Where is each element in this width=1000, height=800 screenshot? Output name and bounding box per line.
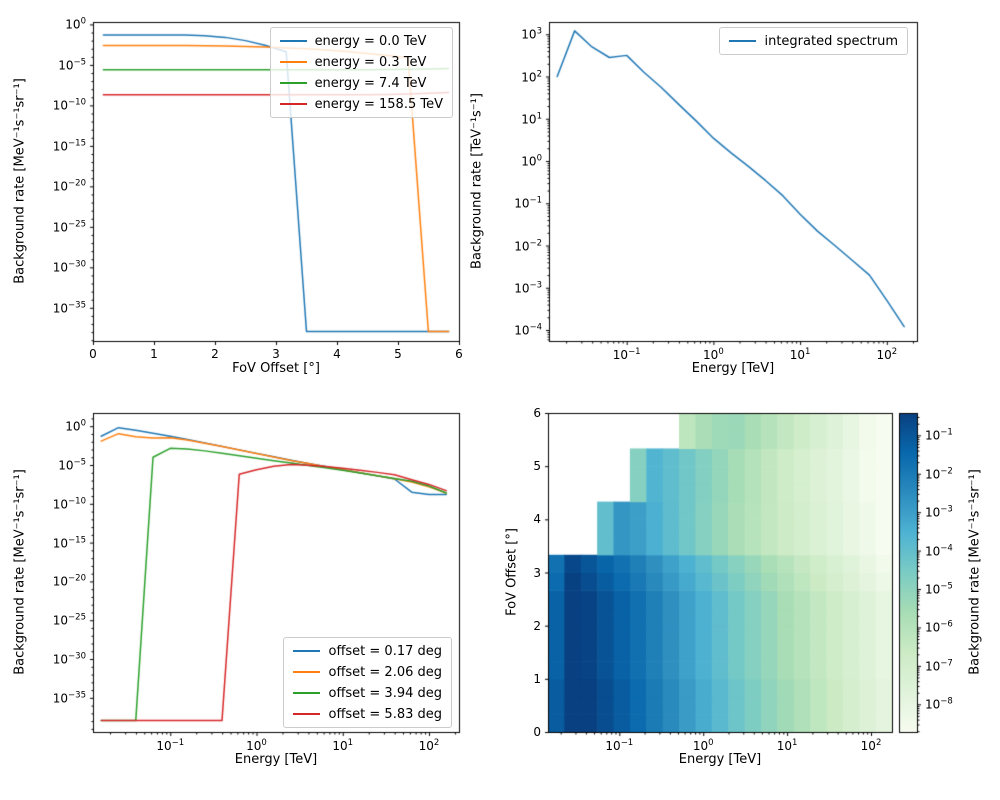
legend-item: integrated spectrum [729,33,898,49]
legend-line-sample [279,61,307,63]
tick-label: 10−15 [52,138,86,154]
tick-label: 5 [394,347,402,361]
legend-item: offset = 2.06 deg [293,664,442,680]
legend-item: energy = 0.0 TeV [279,33,443,49]
tick-label: 3 [533,565,541,580]
tr-legend: integrated spectrum [719,27,908,55]
tick-label: 10−3 [514,280,542,296]
tick-label: 10−7 [925,658,953,674]
tick-label: 10−1 [605,738,634,753]
tick-label: 100 [65,16,86,32]
tl-legend: energy = 0.0 TeV energy = 0.3 TeV energy… [269,27,453,118]
tick-label: 10−20 [52,573,86,589]
tick-label: 10−25 [52,612,86,628]
tick-label: 102 [876,347,898,362]
tick-label: 5 [533,459,541,474]
tick-label: 6 [455,347,463,361]
tl-ylabel: Background rate [MeV⁻¹s⁻¹sr⁻¹] [12,78,28,284]
colorbar-label: Background rate [MeV⁻¹s⁻¹sr⁻¹] [967,469,983,675]
tick-label: 10−1 [612,347,641,362]
tick-label: 10−8 [925,696,953,712]
legend-label: energy = 0.3 TeV [314,54,427,70]
tick-label: 101 [776,738,798,753]
tr-ylabel: Background rate [TeV⁻¹s⁻¹] [469,93,485,269]
tl-xlabel: FoV Offset [°] [232,361,320,376]
tick-label: 100 [521,153,542,169]
tick-label: 10−35 [52,300,86,316]
legend-label: offset = 3.94 deg [328,685,442,701]
tick-label: 10−20 [52,178,86,194]
br-xlabel: Energy [TeV] [678,752,762,767]
legend-line-sample [279,82,307,84]
legend-label: integrated spectrum [764,33,898,49]
legend-line-sample [293,692,321,694]
legend-label: energy = 158.5 TeV [314,96,443,112]
tick-label: 1 [533,671,541,686]
tick-label: 3 [272,347,280,361]
tick-label: 10−6 [925,619,953,635]
legend-item: offset = 5.83 deg [293,706,442,722]
bl-ylabel: Background rate [MeV⁻¹s⁻¹sr⁻¹] [12,469,28,675]
tick-label: 10−25 [52,219,86,235]
tick-label: 102 [860,738,882,753]
tick-label: 10−3 [925,504,953,520]
tick-label: 10−4 [514,322,542,338]
tick-label: 100 [703,347,724,362]
tick-label: 6 [533,406,541,420]
tick-label: 10−10 [52,496,86,512]
legend-line-sample [293,671,321,673]
br-ylabel: FoV Offset [°] [504,528,520,616]
tick-label: 10−1 [925,427,953,443]
tick-label: 101 [332,738,354,753]
legend-item: energy = 158.5 TeV [279,96,443,112]
tick-label: 101 [521,111,542,127]
tick-label: 4 [333,347,341,361]
tick-label: 100 [692,738,714,753]
tick-label: 10−1 [156,738,185,753]
tick-label: 100 [65,418,86,434]
tick-label: 0 [533,725,541,739]
legend-line-sample [293,650,321,652]
legend-label: offset = 5.83 deg [328,706,442,722]
tick-label: 2 [533,618,541,633]
tr-xlabel: Energy [TeV] [691,361,775,376]
legend-label: offset = 2.06 deg [328,664,442,680]
tick-label: 101 [789,347,811,362]
tick-label: 10−5 [58,457,86,473]
tick-label: 10−5 [58,57,86,73]
tick-label: 10−4 [925,543,953,559]
tick-label: 100 [246,738,267,753]
legend-line-sample [279,40,307,42]
tick-label: 102 [418,738,440,753]
tick-label: 2 [211,347,219,361]
tick-label: 4 [533,512,541,527]
tick-label: 102 [521,69,542,84]
tick-label: 10−5 [925,581,953,597]
legend-line-sample [293,713,321,715]
tick-label: 10−2 [925,466,953,482]
legend-item: energy = 0.3 TeV [279,54,443,70]
legend-item: energy = 7.4 TeV [279,75,443,91]
tick-label: 10−30 [52,259,86,275]
legend-line-sample [279,103,307,105]
legend-line-sample [729,40,757,42]
legend-item: offset = 3.94 deg [293,685,442,701]
legend-label: energy = 7.4 TeV [314,75,427,91]
bl-xlabel: Energy [TeV] [234,752,318,767]
tick-label: 10−15 [52,535,86,551]
bl-legend: offset = 0.17 deg offset = 2.06 deg offs… [283,637,452,728]
legend-label: energy = 0.0 TeV [314,33,427,49]
legend-label: offset = 0.17 deg [328,643,442,659]
tick-label: 10−2 [514,238,542,253]
tick-label: 10−10 [52,97,86,113]
tick-label: 10−1 [514,195,542,211]
tick-label: 10−35 [52,690,86,706]
legend-item: offset = 0.17 deg [293,643,442,659]
tick-label: 10−30 [52,651,86,667]
tick-label: 1 [150,347,158,361]
tick-label: 103 [521,26,542,42]
tick-label: 0 [89,347,97,361]
